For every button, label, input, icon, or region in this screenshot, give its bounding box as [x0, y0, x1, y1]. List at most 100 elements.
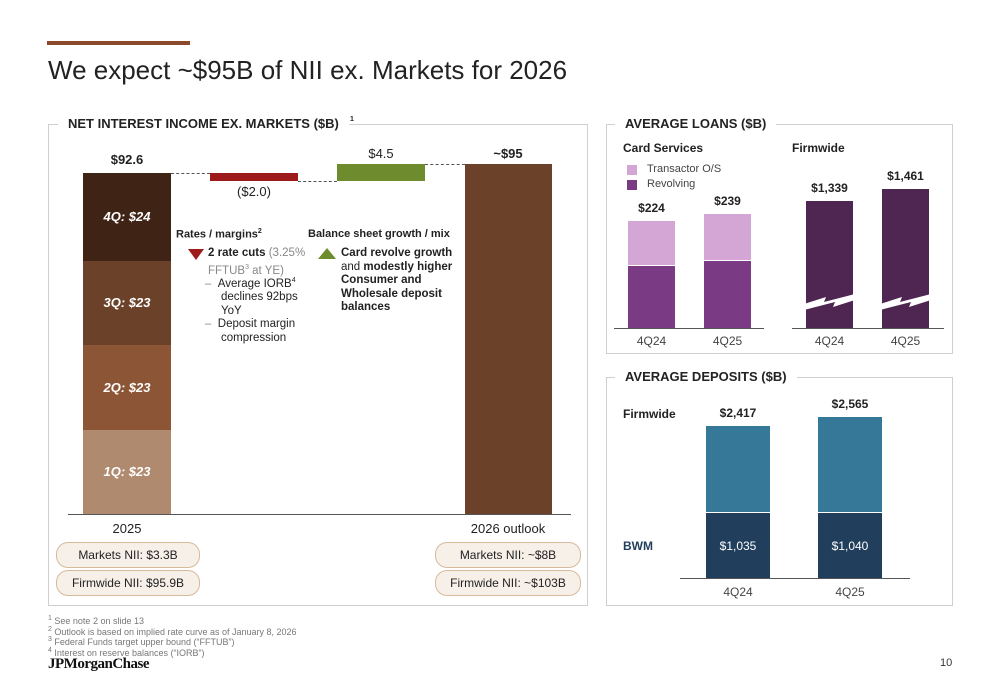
growth-line3: Consumer and [341, 274, 422, 286]
footnote-mark: 4 [48, 646, 52, 654]
down-triangle-icon [188, 249, 204, 260]
page-title: We expect ~$95B of NII ex. Markets for 2… [48, 55, 568, 85]
rates-sub2b: compression [221, 331, 287, 344]
page-number: 10 [940, 657, 953, 669]
firmwide-loans-label-4Q25: $1,461 [887, 169, 924, 184]
legend-revolving-swatch [627, 180, 637, 190]
jpmorganchase-logo: JPMorganChase [48, 656, 150, 672]
growth-line4: Wholesale deposit [341, 287, 442, 300]
nii-bar-balance-sheet-growth [337, 164, 425, 181]
nii-segment-label-1q: 1Q: $23 [103, 463, 151, 479]
rates-heading-text: Rates / margins [176, 228, 258, 241]
pill-markets-nii-2025: Markets NII: $3.3B [56, 542, 200, 568]
deposits-firmwide-label: Firmwide [623, 407, 676, 421]
deposits-panel-title: AVERAGE DEPOSITS ($B) [615, 369, 797, 384]
deposits-total-label-4Q24: $2,417 [719, 405, 757, 420]
pill-firmwide-nii-2025: Firmwide NII: $95.9B [56, 570, 200, 596]
card-bar-revolving-4Q25 [704, 261, 751, 328]
card-bar-transactor-4Q25 [704, 213, 751, 262]
nii-bar-2025-4q [83, 173, 171, 262]
footnote-text: Federal Funds target upper bound (“FFTUB… [51, 637, 235, 647]
firmwide-x-label-4Q25: 4Q25 [890, 334, 921, 348]
footnote-1: 1 See note 2 on slide 13 [48, 615, 144, 626]
rates-bullet: 2 rate cuts (3.25% FFTUB3 at YE) [208, 247, 305, 278]
card-x-axis [614, 328, 764, 329]
growth-line2b: modestly higher [363, 260, 453, 273]
footnote-3: 3 Federal Funds target upper bound (“FFT… [48, 636, 234, 647]
deposits-bar-firmwide-4Q24 [706, 425, 770, 513]
axis-break-icon [880, 294, 931, 310]
nii-segment-label-3q: 3Q: $23 [103, 295, 151, 311]
growth-line5: balances [341, 301, 391, 313]
legend-transactor-label: Transactor O/S [647, 163, 722, 175]
footnote-text: Interest on reserve balances (“IORB”) [51, 647, 205, 658]
growth-bullet: Card revolve growth and modestly higher … [341, 247, 452, 315]
deposits-bar-firmwide-4Q25 [818, 416, 882, 513]
rates-sub1b: declines 92bps [221, 291, 298, 304]
nii-title-text: NET INTEREST INCOME EX. MARKETS ($B) [68, 116, 339, 131]
nii-connector-1 [298, 180, 337, 182]
rates-heading: Rates / margins2 [176, 228, 262, 241]
label-total-2025: $92.6 [110, 152, 144, 167]
deposits-bwm-label: BWM [623, 539, 653, 553]
label-total-2026: ~$95 [493, 146, 523, 161]
nii-title-sup: 1 [350, 116, 354, 123]
card-x-label-4Q25: 4Q25 [712, 334, 743, 348]
pill-firmwide-nii-2026: Firmwide NII: ~$103B [435, 570, 581, 596]
rates-sub-bullets: – Average IORB4 declines 92bps YoY – Dep… [205, 277, 298, 344]
footnote-2: 2 Outlook is based on implied rate curve… [48, 626, 297, 637]
deposits-total-label-4Q25: $2,565 [831, 396, 869, 411]
footnote-text: Outlook is based on implied rate curve a… [51, 626, 297, 637]
rates-sub1c: YoY [221, 304, 242, 317]
deposits-bwm-value-4Q24: $1,035 [719, 539, 757, 553]
footnote-mark: 3 [48, 636, 52, 643]
legend-revolving-label: Revolving [647, 178, 696, 190]
loans-panel [606, 124, 953, 354]
pill-markets-nii-2026: Markets NII: ~$8B [435, 542, 581, 568]
nii-x-axis [68, 514, 571, 515]
rates-bullet-sup: 3 [245, 263, 249, 271]
loans-panel-title: AVERAGE LOANS ($B) [615, 116, 777, 131]
nii-bar-2025-1q [83, 429, 171, 514]
rates-sub1a: Average IORB [217, 277, 292, 290]
rates-sub1-sup: 4 [291, 277, 296, 284]
deposits-x-label-4Q24: 4Q24 [723, 585, 753, 599]
card-total-label-4Q24: $224 [638, 200, 665, 215]
deposits-bar-bwm-4Q25 [818, 512, 882, 578]
deposits-x-axis [680, 578, 910, 579]
card-bar-revolving-4Q24 [628, 265, 675, 328]
card-x-label-4Q24: 4Q24 [636, 334, 667, 348]
rates-sub2a: Deposit margin [217, 318, 296, 331]
rates-bullet-bold: 2 rate cuts [208, 247, 266, 259]
firmwide-loans-heading: Firmwide [792, 141, 845, 155]
x-label-2025: 2025 [112, 521, 142, 536]
deposits-bwm-value-4Q25: $1,040 [831, 539, 869, 553]
card-total-label-4Q25: $239 [714, 193, 741, 208]
rates-heading-sup: 2 [257, 228, 262, 235]
label-rates-delta: ($2.0) [237, 184, 271, 199]
card-bar-transactor-4Q24 [628, 220, 675, 266]
firmwide-loans-x-axis [792, 328, 944, 329]
nii-bar-2025-2q [83, 345, 171, 430]
footnote-mark: 2 [48, 625, 52, 633]
nii-connector-0 [171, 173, 210, 175]
growth-line1: Card revolve growth [341, 247, 453, 259]
growth-line2a: and [341, 260, 364, 273]
up-triangle-icon [318, 248, 336, 259]
title-accent-bar [47, 41, 190, 45]
nii-connector-2 [425, 164, 465, 166]
legend-transactor-swatch [627, 165, 637, 175]
deposits-x-label-4Q25: 4Q25 [835, 585, 865, 599]
nii-bar-rates-margins [210, 173, 298, 181]
nii-panel-title: NET INTEREST INCOME EX. MARKETS ($B) [58, 116, 349, 131]
card-services-heading: Card Services [623, 141, 704, 155]
rates-bullet-grey1: (3.25% [265, 247, 306, 259]
footnote-mark: 1 [48, 615, 52, 622]
footnote-text: See note 2 on slide 13 [51, 616, 144, 626]
axis-break-icon [804, 294, 855, 310]
firmwide-x-label-4Q24: 4Q24 [814, 334, 845, 348]
firmwide-loans-label-4Q24: $1,339 [811, 181, 848, 195]
footnote-4: 4 Interest on reserve balances (“IORB”) [48, 647, 204, 658]
nii-bar-2026-outlook [465, 164, 552, 514]
x-label-2026: 2026 outlook [470, 521, 546, 536]
